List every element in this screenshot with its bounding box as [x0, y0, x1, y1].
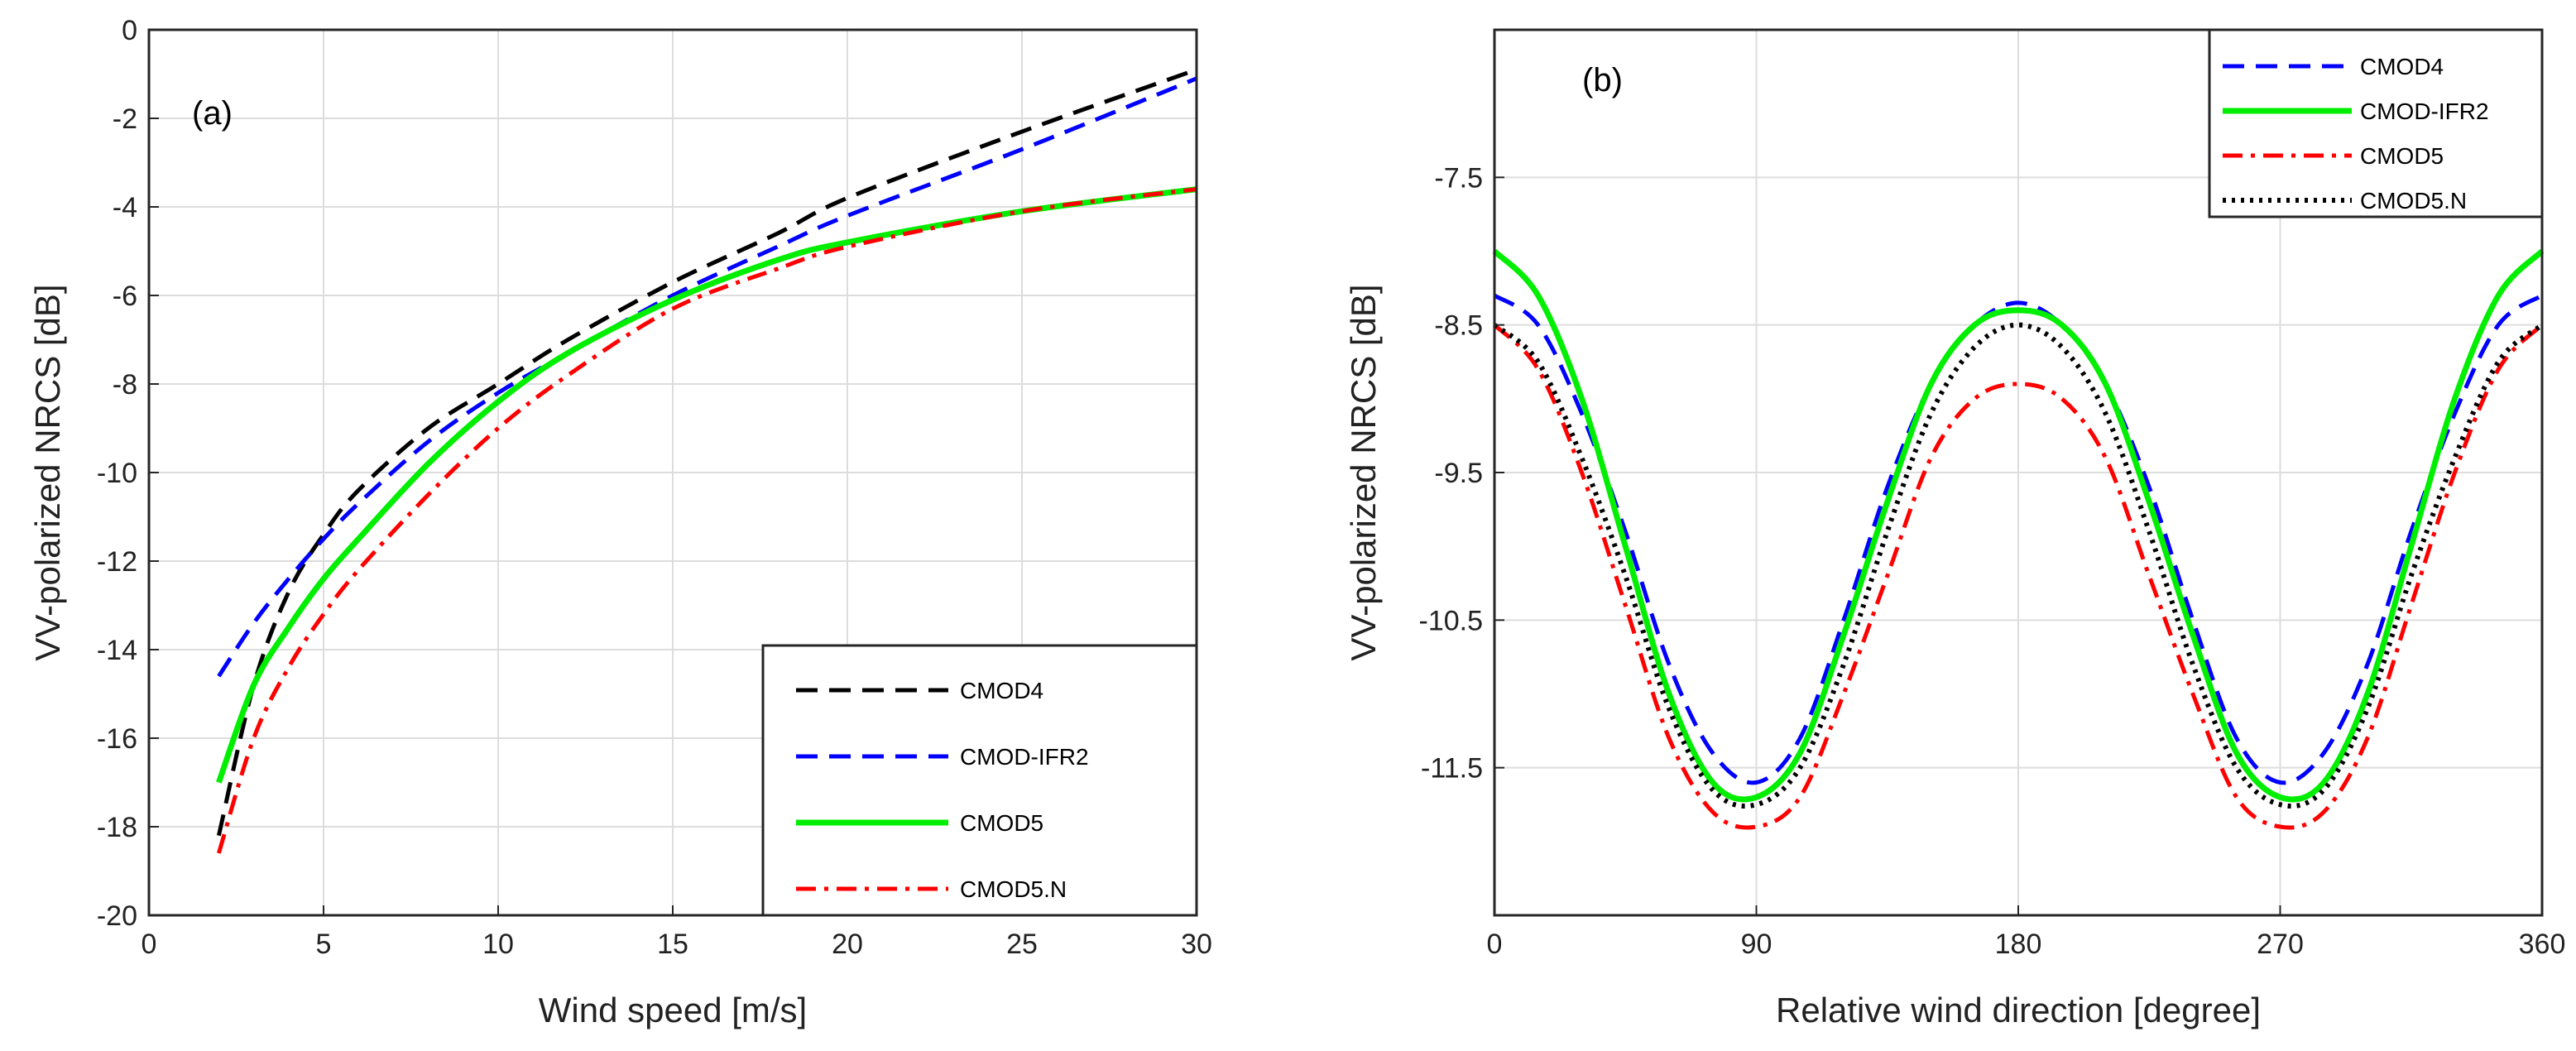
panel-a-ticks: 0 5 10 15 20 25 30 0 -2 -4 -6 -8 -10 -12 -14 -16 -18 -20 [97, 15, 1212, 960]
panel-b-x-axis-label: Relative wind direction [degree] [1776, 991, 2261, 1029]
panel-b-x-tick-label: 180 [1995, 929, 2042, 960]
panel-a-x-axis-label: Wind speed [m/s] [539, 991, 807, 1029]
panel-a-y-tick-label: -14 [97, 635, 137, 666]
panel-b-x-tick-label: 90 [1741, 929, 1772, 960]
panel-a-x-tick-label: 20 [832, 929, 863, 960]
panel-a-legend-label-cmod5: CMOD5 [960, 810, 1043, 836]
panel-b-x-tick-label: 360 [2519, 929, 2566, 960]
panel-a-x-tick-label: 15 [657, 929, 688, 960]
panel-a-legend-label-cmod4: CMOD4 [960, 678, 1043, 703]
panel-b-legend: CMOD4 CMOD-IFR2 CMOD5 CMOD5.N [2208, 28, 2544, 218]
panel-b-y-tick-label: -11.5 [1421, 753, 1483, 785]
panel-a-x-tick-label: 25 [1006, 929, 1038, 960]
panel-a-series [216, 67, 1197, 854]
panel-b-y-tick-label: -10.5 [1419, 605, 1484, 636]
panel-b-legend-label-cmod5-n: CMOD5.N [2360, 188, 2467, 214]
panel-b-y-tick-label: -9.5 [1434, 458, 1483, 489]
panel-a-legend-label-cmod-ifr2: CMOD-IFR2 [960, 744, 1089, 770]
panel-a-y-tick-label: -12 [97, 546, 137, 578]
panel-b-legend-label-cmod-ifr2: CMOD-IFR2 [2360, 98, 2489, 124]
panel-a-series-cmod4 [216, 67, 1197, 837]
panel-b-series-cmod5 [1493, 323, 2544, 830]
panel-b-y-axis-label: VV-polarized NRCS [dB] [1344, 284, 1383, 660]
panel-a-x-tick-label: 5 [316, 929, 332, 960]
panel-b-wind-direction-chart: 0 90 180 270 360 -7.5 -8.5 -9.5 -10.5 -11.5 (b) R… [1344, 28, 2566, 1029]
panel-b-y-tick-label: -8.5 [1434, 310, 1483, 342]
panel-a-y-tick-label: -18 [97, 812, 137, 843]
panel-a-x-tick-label: 0 [142, 929, 157, 960]
panel-a-wind-speed-chart: 0 5 10 15 20 25 300-2-4-6-8-10-12-14-16-18-20 … [28, 15, 1212, 1029]
panel-a-y-tick-label: -10 [97, 458, 137, 489]
panel-a-y-tick-label: -6 [113, 281, 137, 312]
panel-a-legend: CMOD4 CMOD-IFR2 CMOD5 CMOD5.N [761, 644, 1198, 917]
panel-b-x-tick-label: 0 [1487, 929, 1503, 960]
panel-a-series-cmod5 [216, 186, 1197, 784]
panel-a-y-tick-label: -2 [113, 103, 137, 135]
panel-b-legend-label-cmod5: CMOD5 [2360, 143, 2444, 169]
panel-b-series-cmod-ifr2 [1492, 248, 2545, 803]
panel-b-legend-label-cmod4: CMOD4 [2360, 54, 2444, 79]
panel-b-series-cmod4 [1493, 293, 2544, 785]
panel-a-y-tick-label: -16 [97, 723, 137, 755]
panel-b-y-tick-label: -7.5 [1434, 162, 1483, 194]
panel-b-ticks: 0 90 180 270 360 -7.5 -8.5 -9.5 -10.5 -11.5 [1419, 162, 2566, 960]
panel-a-y-tick-label: -20 [97, 900, 137, 932]
panel-b-legend-box [2208, 28, 2544, 218]
panel-a-y-tick-label: 0 [122, 15, 137, 46]
panel-a-x-tick-label: 30 [1181, 929, 1212, 960]
panel-a-y-tick-label: -4 [113, 192, 137, 223]
panel-a-x-tick-label: 10 [482, 929, 514, 960]
panel-a-label: (a) [192, 95, 233, 132]
panel-a-series-cmod5-n [217, 187, 1197, 854]
panel-a-y-axis-label: VV-polarized NRCS [dB] [28, 284, 67, 660]
panel-a-legend-label-cmod5-n: CMOD5.N [960, 876, 1067, 902]
panel-b-series-cmod5-n [1493, 322, 2544, 809]
panel-b-series [1492, 248, 2545, 830]
panel-a-y-tick-label: -8 [113, 369, 137, 401]
panel-b-label: (b) [1582, 62, 1623, 98]
panel-b-x-tick-label: 270 [2257, 929, 2304, 960]
